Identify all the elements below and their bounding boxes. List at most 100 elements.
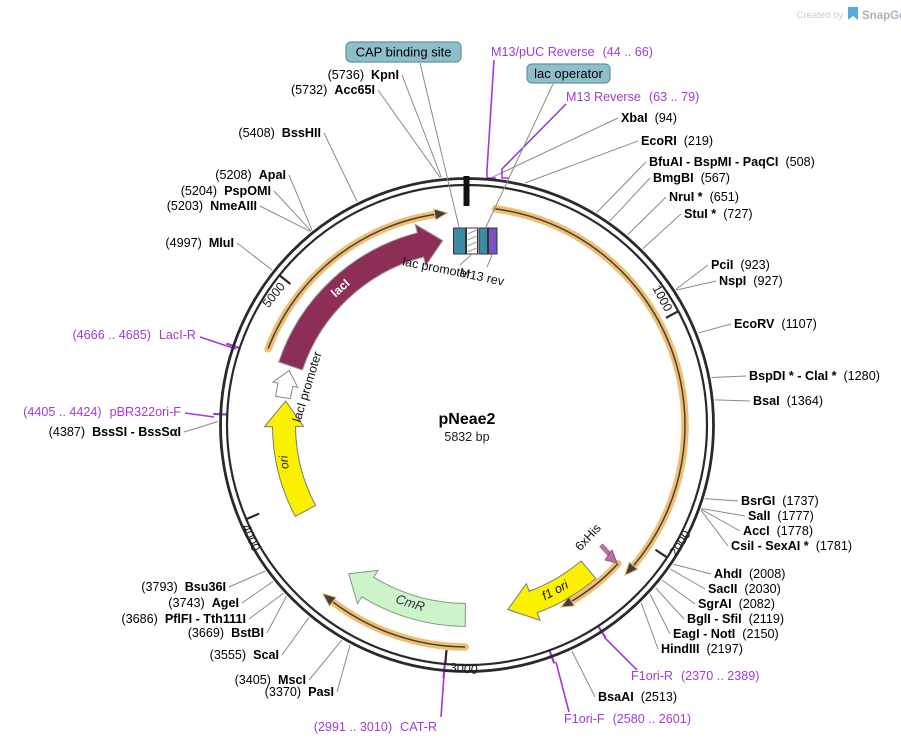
enzyme-label-PciI[interactable]: PciI (923) [711, 258, 770, 272]
enzyme-label-PflFI-Tth111I[interactable]: (3686) PflFI - Tth111I [121, 612, 246, 626]
label-part: (5204) [181, 184, 217, 198]
enzyme-label-BglI-SfiI[interactable]: BglI - SfiI (2119) [687, 612, 784, 626]
highlight-box [345, 41, 462, 63]
enzyme-label-PspOMI[interactable]: (5204) PspOMI [181, 184, 271, 198]
leader-line [661, 579, 696, 605]
label-part: F1ori-F [564, 712, 605, 726]
enzyme-label-NmeAIII[interactable]: (5203) NmeAIII [167, 199, 257, 213]
label-part: BsrGI [741, 494, 775, 508]
primer-label-M13-Reverse[interactable]: M13 Reverse (63 .. 79) [566, 90, 699, 104]
label-part: PciI [711, 258, 733, 272]
feature-ori[interactable]: ori [263, 400, 317, 517]
enzyme-label-BssSI-BssS-I[interactable]: (4387) BssSI - BssSαI [49, 425, 181, 439]
enzyme-label-BsrGI[interactable]: BsrGI (1737) [741, 494, 819, 508]
m13-rev-label[interactable]: M13 rev [458, 266, 506, 289]
enzyme-label-BspDI-ClaI-[interactable]: BspDI * - ClaI * (1280) [749, 369, 880, 383]
enzyme-label-XbaI[interactable]: XbaI (94) [621, 111, 677, 125]
enzyme-label-EcoRI[interactable]: EcoRI (219) [641, 134, 713, 148]
snapgene-logo-icon [848, 7, 858, 20]
highlight-box [526, 63, 611, 84]
enzyme-label-ScaI[interactable]: (3555) ScaI [210, 648, 279, 662]
leader-line [669, 568, 706, 590]
leader-line [459, 254, 472, 266]
label-part: (3743) [168, 596, 204, 610]
tick-mark [245, 512, 260, 521]
leader-line [323, 132, 358, 202]
label-part: (4405 .. 4424) [23, 405, 101, 419]
enzyme-label-Bsu36I[interactable]: (3793) Bsu36I [141, 580, 226, 594]
lac-operator-label[interactable]: lac operator [526, 63, 611, 84]
primer-label-F1ori-F[interactable]: F1ori-F (2580 .. 2601) [564, 712, 691, 726]
label-part: (5732) [291, 83, 327, 97]
primer-label-M13-pUC-Reverse[interactable]: M13/pUC Reverse (44 .. 66) [491, 45, 653, 59]
feature-f1-ori[interactable]: f1 ori [507, 560, 597, 622]
feature-laci[interactable]: lacI [278, 223, 444, 371]
site-box-m13-rev[interactable] [488, 227, 498, 255]
enzyme-label-EcoRV[interactable]: EcoRV (1107) [734, 317, 817, 331]
label-part: CsiI - SexAI * [731, 539, 809, 553]
leader-line [281, 617, 310, 656]
label-part: NspI [719, 274, 746, 288]
enzyme-label-NspI[interactable]: NspI (927) [719, 274, 783, 288]
enzyme-label-MscI[interactable]: (3405) MscI [235, 673, 306, 687]
enzyme-label-SalI[interactable]: SalI (1777) [748, 509, 814, 523]
label-part: PspOMI [224, 184, 271, 198]
label-part: (44 .. 66) [603, 45, 653, 59]
enzyme-label-Acc65I[interactable]: (5732) Acc65I [291, 83, 375, 97]
his-tag-marker[interactable] [599, 543, 618, 564]
label-part: (3370) [265, 685, 301, 699]
enzyme-label-NruI-[interactable]: NruI * (651) [669, 190, 739, 204]
enzyme-label-BsaAI[interactable]: BsaAI (2513) [598, 690, 677, 704]
label-part: (1781) [816, 539, 852, 553]
enzyme-label-SgrAI[interactable]: SgrAI (2082) [698, 597, 775, 611]
label-part: XbaI [621, 111, 648, 125]
enzyme-label-ApaI[interactable]: (5208) ApaI [215, 168, 286, 182]
enzyme-label-SacII[interactable]: SacII (2030) [708, 582, 781, 596]
enzyme-label-BstBI[interactable]: (3669) BstBI [188, 626, 264, 640]
orf-arc[interactable] [491, 205, 689, 573]
label-part: (2150) [742, 627, 778, 641]
enzyme-label-StuI-[interactable]: StuI * (727) [684, 207, 753, 221]
primer-label-CAT-R[interactable]: (2991 .. 3010) CAT-R [314, 720, 437, 734]
site-box-lac-operator[interactable] [478, 227, 488, 255]
label-part: (2991 .. 3010) [314, 720, 392, 734]
leader-line [288, 174, 313, 231]
enzyme-label-HindIII[interactable]: HindIII (2197) [661, 642, 743, 656]
enzyme-label-CsiI-SexAI-[interactable]: CsiI - SexAI * (1781) [731, 539, 852, 553]
enzyme-label-EagI-NotI[interactable]: EagI - NotI (2150) [673, 627, 779, 641]
label-part: (1777) [777, 509, 813, 523]
enzyme-label-BssHII[interactable]: (5408) BssHII [238, 126, 321, 140]
enzyme-label-BsaI[interactable]: BsaI (1364) [753, 394, 823, 408]
enzyme-label-BmgBI[interactable]: BmgBI (567) [653, 171, 730, 185]
feature-cmr[interactable]: CmR [348, 569, 466, 627]
enzyme-label-BfuAI-BspMI-PaqCI[interactable]: BfuAI - BspMI - PaqCI (508) [649, 155, 815, 169]
label-part: AhdI [714, 567, 742, 581]
feature-band [271, 369, 299, 400]
enzyme-label-AgeI[interactable]: (3743) AgeI [168, 596, 239, 610]
primer-leader [486, 59, 496, 179]
site-box-lac-promoter[interactable] [466, 227, 478, 255]
enzyme-label-AccI[interactable]: AccI (1778) [743, 524, 813, 538]
label-part: BspDI * - ClaI * [749, 369, 837, 383]
enzyme-label-KpnI[interactable]: (5736) KpnI [328, 68, 399, 82]
label-part: SacII [708, 582, 737, 596]
leader-line [714, 399, 751, 402]
enzyme-label-MluI[interactable]: (4997) MluI [165, 236, 234, 250]
primer-label-F1ori-R[interactable]: F1ori-R (2370 .. 2389) [631, 669, 759, 683]
tick-label: 4000 [239, 522, 263, 553]
leader-line [711, 375, 747, 378]
feature-laci-promoter[interactable] [271, 369, 299, 400]
primer-label-pBR322ori-F[interactable]: (4405 .. 4424) pBR322ori-F [23, 405, 181, 419]
leader-line [701, 508, 746, 517]
label-part: ScaI [253, 648, 279, 662]
enzyme-label-PasI[interactable]: (3370) PasI [265, 685, 334, 699]
primer-label-LacI-R[interactable]: (4666 .. 4685) LacI-R [72, 328, 196, 342]
site-labels: (5736) KpnI (5732) Acc65I (5408) BssHII (5208)… [23, 45, 880, 734]
cap-binding-site-label[interactable]: CAP binding site [345, 41, 462, 63]
label-part: (219) [684, 134, 713, 148]
enzyme-label-AhdI[interactable]: AhdI (2008) [714, 567, 785, 581]
label-part: NruI * [669, 190, 703, 204]
his-tag-label[interactable]: 6xHis [572, 521, 604, 553]
site-box-cap-binding-site[interactable] [453, 227, 466, 255]
